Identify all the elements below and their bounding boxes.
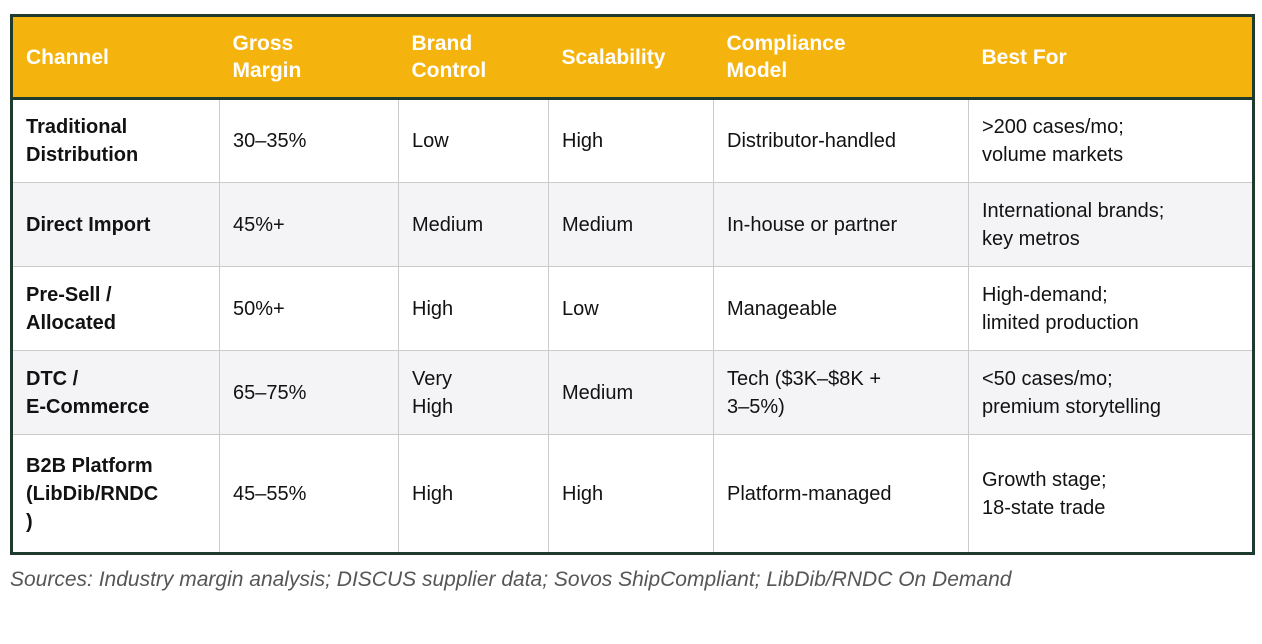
cell-gross-margin: 45–55%: [219, 434, 399, 554]
cell-compliance-model: Tech ($3K–$8K + 3–5%): [713, 350, 969, 435]
cell-brand-control: High: [398, 266, 549, 351]
cell-best-for: High-demand; limited production: [968, 266, 1254, 351]
table-row-dtc-ecommerce: DTC / E-Commerce 65–75% Very High Medium…: [11, 350, 1254, 435]
cell-brand-control: Low: [398, 98, 549, 183]
sources-note: Sources: Industry margin analysis; DISCU…: [10, 568, 1012, 591]
cell-compliance-model: In-house or partner: [713, 182, 969, 267]
cell-brand-control: Very High: [398, 350, 549, 435]
column-header-gross-margin: Gross Margin: [219, 15, 399, 100]
column-header-compliance-model: Compliance Model: [713, 15, 969, 100]
column-header-brand-control: Brand Control: [398, 15, 549, 100]
cell-gross-margin: 50%+: [219, 266, 399, 351]
cell-best-for: >200 cases/mo; volume markets: [968, 98, 1254, 183]
column-header-best-for: Best For: [968, 15, 1254, 100]
table-row-b2b-platform: B2B Platform (LibDib/RNDC ) 45–55% High …: [11, 434, 1254, 554]
cell-best-for: <50 cases/mo; premium storytelling: [968, 350, 1254, 435]
cell-compliance-model: Manageable: [713, 266, 969, 351]
cell-scalability: Medium: [548, 350, 714, 435]
cell-brand-control: Medium: [398, 182, 549, 267]
cell-gross-margin: 45%+: [219, 182, 399, 267]
cell-gross-margin: 30–35%: [219, 98, 399, 183]
cell-channel: Pre-Sell / Allocated: [11, 266, 220, 351]
cell-scalability: High: [548, 98, 714, 183]
channel-comparison-table: Channel Gross Margin Brand Control Scala…: [10, 14, 1255, 555]
table-row-pre-sell-allocated: Pre-Sell / Allocated 50%+ High Low Manag…: [11, 266, 1254, 351]
table-header-row: Channel Gross Margin Brand Control Scala…: [11, 15, 1254, 100]
cell-scalability: Medium: [548, 182, 714, 267]
column-header-scalability: Scalability: [548, 15, 714, 100]
cell-channel: Traditional Distribution: [11, 98, 220, 183]
table-row-direct-import: Direct Import 45%+ Medium Medium In-hous…: [11, 182, 1254, 267]
cell-channel: DTC / E-Commerce: [11, 350, 220, 435]
cell-best-for: International brands; key metros: [968, 182, 1254, 267]
cell-channel: Direct Import: [11, 182, 220, 267]
cell-gross-margin: 65–75%: [219, 350, 399, 435]
column-header-channel: Channel: [11, 15, 220, 100]
cell-compliance-model: Distributor-handled: [713, 98, 969, 183]
cell-best-for: Growth stage; 18-state trade: [968, 434, 1254, 554]
cell-scalability: High: [548, 434, 714, 554]
cell-compliance-model: Platform-managed: [713, 434, 969, 554]
cell-brand-control: High: [398, 434, 549, 554]
cell-channel: B2B Platform (LibDib/RNDC ): [11, 434, 220, 554]
table-row-traditional-distribution: Traditional Distribution 30–35% Low High…: [11, 98, 1254, 183]
cell-scalability: Low: [548, 266, 714, 351]
